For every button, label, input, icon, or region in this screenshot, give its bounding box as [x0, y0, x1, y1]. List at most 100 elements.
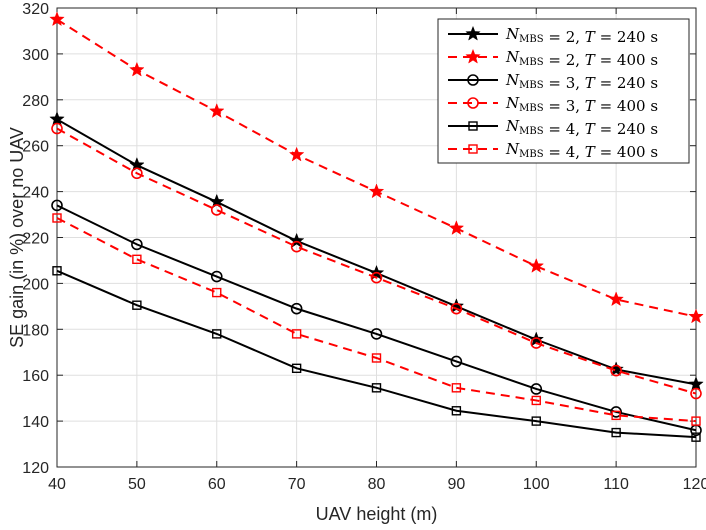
legend-text-part: , [575, 51, 585, 69]
data-point [531, 395, 541, 406]
data-point [528, 257, 545, 273]
series-line [56, 269, 697, 439]
y-tick-label: 180 [22, 322, 49, 339]
y-tick-label: 240 [22, 185, 49, 202]
legend-marker [465, 25, 481, 41]
legend-label: NMBS = 2, T = 400 s [505, 48, 658, 69]
legend-text-part: , [575, 120, 585, 138]
data-point [530, 337, 543, 349]
data-point [212, 329, 222, 339]
data-point [291, 329, 302, 339]
legend-label: NMBS = 4, T = 240 s [505, 117, 658, 138]
series-3 [51, 199, 702, 437]
data-point [132, 300, 142, 310]
y-tick-label: 280 [22, 93, 49, 110]
legend-text-part: = [595, 97, 617, 115]
x-tick-label: 60 [208, 476, 226, 493]
data-point [51, 122, 63, 135]
legend-text-part: , [575, 74, 585, 92]
data-point [290, 240, 303, 253]
series-6 [52, 213, 701, 426]
x-tick-label: 80 [368, 476, 386, 493]
data-point [131, 167, 143, 180]
data-point [371, 353, 382, 363]
legend-text-part: T [585, 74, 596, 92]
legend-text-part: s [646, 74, 658, 92]
legend-subscript: MBS [519, 149, 544, 160]
legend-text-part: s [646, 97, 658, 115]
legend-item: NMBS = 2, T = 240 s [448, 25, 658, 46]
legend-text-part: = [595, 28, 617, 46]
data-point [49, 11, 65, 27]
data-point [290, 302, 303, 315]
legend-marker [465, 48, 481, 64]
legend-text-part: 3 [566, 97, 576, 115]
legend-label: NMBS = 2, T = 240 s [505, 25, 658, 46]
data-point [288, 146, 305, 162]
legend-text-part: s [646, 28, 658, 46]
x-axis-label: UAV height (m) [316, 504, 438, 524]
legend-subscript: MBS [519, 126, 544, 137]
series-group [49, 11, 704, 442]
legend-text-part: N [505, 140, 520, 158]
legend-box [437, 18, 690, 164]
legend-subscript: MBS [519, 34, 544, 45]
legend-text-part: 3 [566, 74, 576, 92]
legend-text-part: , [575, 143, 585, 161]
y-axis-label: SE gain (in %) over no UAV [7, 127, 27, 348]
data-point [611, 427, 621, 438]
data-point [688, 376, 704, 392]
data-point [450, 302, 463, 315]
x-tick-label: 100 [523, 476, 550, 493]
data-point [610, 364, 622, 377]
y-tick-label: 200 [22, 276, 49, 293]
data-point [291, 363, 302, 374]
legend-label: NMBS = 4, T = 400 s [505, 140, 658, 161]
data-point [288, 232, 305, 248]
data-point [129, 61, 145, 77]
data-point [691, 432, 701, 442]
legend-text-part: = [595, 120, 617, 138]
legend-marker [468, 121, 478, 131]
legend-text-part: 240 [617, 120, 646, 138]
y-tick-label: 120 [22, 460, 49, 477]
data-point [132, 254, 142, 265]
legend-text-part: = [595, 74, 617, 92]
legend-text-part: , [575, 28, 585, 46]
legend-text-part: = [544, 74, 566, 92]
legend-text-part: = [595, 51, 617, 69]
legend-label: NMBS = 3, T = 400 s [505, 94, 658, 115]
legend-item: NMBS = 4, T = 240 s [448, 117, 658, 138]
data-point [131, 238, 143, 251]
data-point [611, 410, 621, 421]
data-point [690, 387, 702, 400]
legend-text-part: N [505, 94, 520, 112]
data-point [451, 406, 462, 416]
legend-text-part: N [505, 48, 520, 66]
x-tick-label: 90 [447, 476, 465, 493]
legend-text-part: T [585, 143, 596, 161]
data-point [52, 266, 62, 276]
legend-text-part: = [544, 28, 566, 46]
data-point [610, 406, 622, 418]
legend-text-part: N [505, 71, 520, 89]
x-tick-label: 110 [603, 476, 629, 493]
legend-text-part: N [505, 25, 520, 43]
data-point [210, 270, 223, 283]
y-tick-label: 320 [22, 1, 49, 18]
data-point [368, 183, 385, 199]
y-tick-label: 220 [22, 231, 49, 248]
y-tick-label: 160 [22, 368, 49, 385]
legend-text-part: s [646, 51, 658, 69]
legend-text-part: s [646, 120, 658, 138]
series-line [56, 204, 697, 432]
legend-text-part: T [585, 51, 596, 69]
legend-text-part: 2 [566, 28, 576, 46]
x-tick-label: 120 [683, 476, 706, 493]
legend-label: NMBS = 3, T = 240 s [505, 71, 658, 92]
series-4 [51, 122, 702, 400]
y-tick-label: 260 [22, 139, 49, 156]
data-point [531, 416, 541, 426]
legend-text-part: = [595, 143, 617, 161]
